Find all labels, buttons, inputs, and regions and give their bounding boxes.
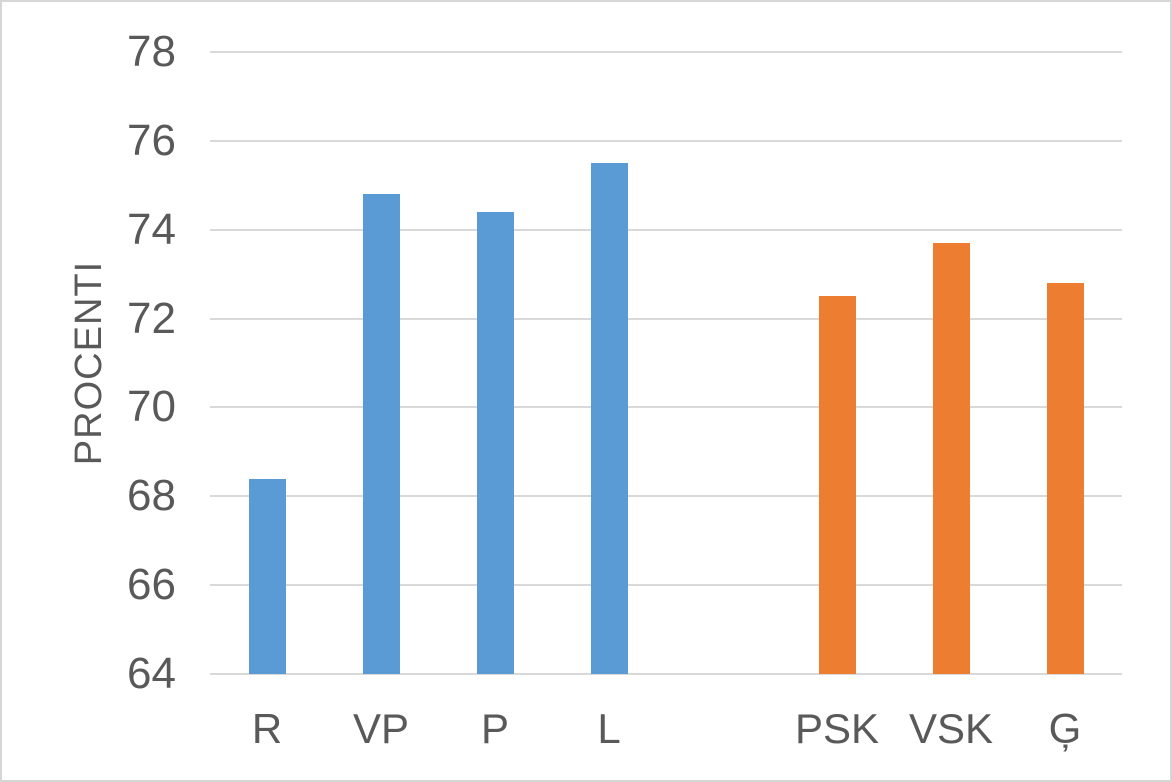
bar-R bbox=[249, 479, 286, 674]
gridline-y-72 bbox=[210, 318, 1122, 320]
x-tick-label-Ģ: Ģ bbox=[1048, 705, 1082, 752]
y-tick-label-64: 64 bbox=[127, 649, 176, 698]
gridline-y-68 bbox=[210, 495, 1122, 497]
bar-Ģ bbox=[1047, 283, 1084, 674]
gridline-y-74 bbox=[210, 229, 1122, 231]
gridline-y-76 bbox=[210, 140, 1122, 142]
bar-L bbox=[591, 163, 628, 674]
bar-P bbox=[477, 212, 514, 674]
x-tick-label-P: P bbox=[480, 705, 509, 752]
bar-VP bbox=[363, 194, 400, 674]
y-tick-label-72: 72 bbox=[127, 294, 176, 343]
gridline-y-64 bbox=[210, 673, 1122, 675]
x-tick-label-VP: VP bbox=[352, 705, 410, 752]
y-tick-label-76: 76 bbox=[127, 116, 176, 165]
gridline-y-66 bbox=[210, 584, 1122, 586]
gridline-y-78 bbox=[210, 51, 1122, 53]
y-tick-label-74: 74 bbox=[127, 205, 176, 254]
gridline-y-70 bbox=[210, 406, 1122, 408]
y-tick-label-68: 68 bbox=[127, 471, 176, 520]
x-tick-label-PSK: PSK bbox=[794, 705, 880, 752]
y-tick-label-78: 78 bbox=[127, 27, 176, 76]
bar-PSK bbox=[819, 296, 856, 674]
y-tick-label-66: 66 bbox=[127, 560, 176, 609]
bar-VSK bbox=[933, 243, 970, 674]
x-tick-label-R: R bbox=[251, 705, 283, 752]
y-tick-label-70: 70 bbox=[127, 382, 176, 431]
x-tick-label-VSK: VSK bbox=[908, 705, 994, 752]
x-tick-label-L: L bbox=[597, 705, 621, 752]
